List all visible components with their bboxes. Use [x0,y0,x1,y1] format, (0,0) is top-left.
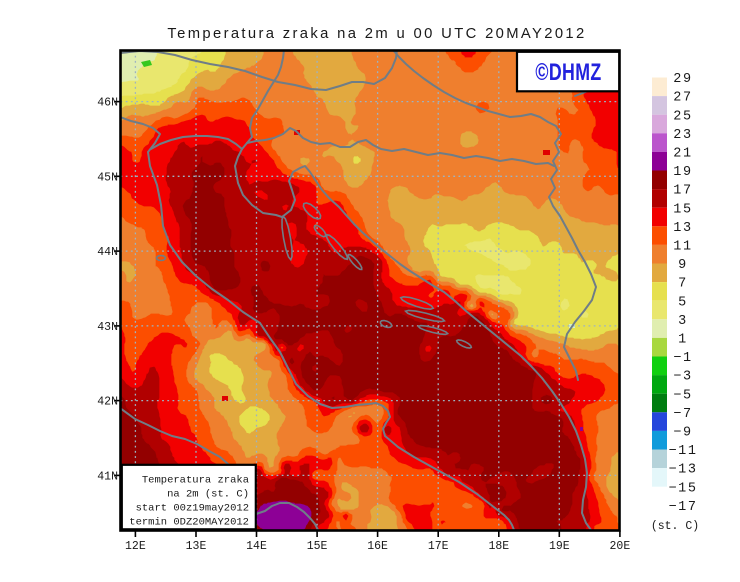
svg-text:−17: −17 [668,500,697,515]
svg-text:29: 29 [673,72,692,87]
svg-text:−9: −9 [673,426,692,441]
svg-text:(st. C): (st. C) [651,520,699,533]
svg-text:Temperatura zraka na 2m u 00 U: Temperatura zraka na 2m u 00 UTC 20MAY20… [167,26,586,42]
svg-text:na 2m (st. C): na 2m (st. C) [167,489,249,501]
svg-text:−5: −5 [673,388,692,403]
svg-text:16E: 16E [367,540,388,553]
svg-text:start 00z19may2012: start 00z19may2012 [136,503,249,515]
svg-text:−1: −1 [673,351,692,366]
svg-text:19E: 19E [549,540,570,553]
svg-text:15: 15 [673,202,692,217]
svg-text:17E: 17E [428,540,449,553]
svg-text:©DHMZ: ©DHMZ [535,60,601,86]
svg-text:−3: −3 [673,370,692,385]
svg-text:5: 5 [678,295,688,310]
svg-text:17: 17 [673,184,692,199]
svg-text:−11: −11 [668,444,697,459]
svg-text:20E: 20E [610,540,631,553]
svg-text:termin 0DZ20MAY2012: termin 0DZ20MAY2012 [129,517,249,529]
svg-text:14E: 14E [246,540,267,553]
svg-text:25: 25 [673,109,692,124]
svg-text:27: 27 [673,91,692,106]
svg-text:1: 1 [678,333,688,348]
svg-text:21: 21 [673,147,692,162]
svg-text:Temperatura zraka: Temperatura zraka [142,475,249,487]
svg-text:41N: 41N [97,470,118,483]
svg-text:7: 7 [678,277,688,292]
svg-text:42N: 42N [97,396,118,409]
svg-text:23: 23 [673,128,692,143]
svg-text:9: 9 [678,258,688,273]
svg-text:44N: 44N [97,246,118,259]
svg-text:15E: 15E [307,540,328,553]
svg-text:18E: 18E [488,540,509,553]
svg-text:13: 13 [673,221,692,236]
svg-text:13E: 13E [186,540,207,553]
svg-text:46N: 46N [97,97,118,110]
svg-text:45N: 45N [97,171,118,184]
svg-text:43N: 43N [97,321,118,334]
svg-text:−13: −13 [668,463,697,478]
svg-text:11: 11 [673,240,692,255]
svg-text:19: 19 [673,165,692,180]
svg-text:−15: −15 [668,481,697,496]
svg-text:−7: −7 [673,407,692,422]
svg-text:3: 3 [678,314,688,329]
svg-text:12E: 12E [125,540,146,553]
